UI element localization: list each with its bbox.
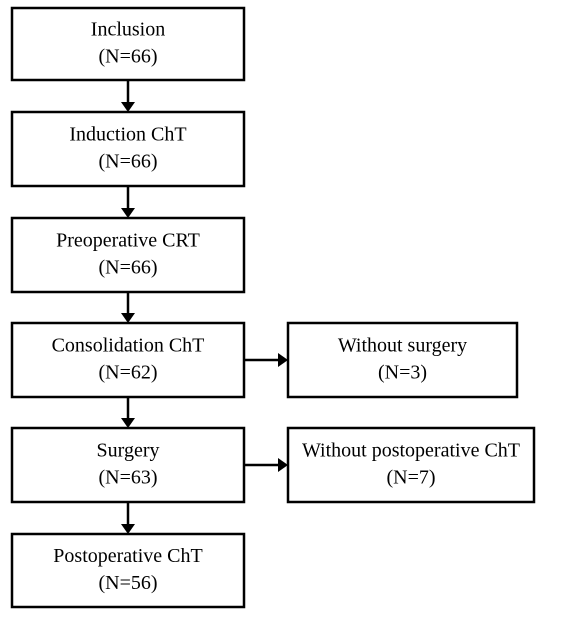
node-box xyxy=(10,6,246,82)
node-box xyxy=(10,321,246,399)
arrowhead xyxy=(121,208,135,218)
arrows xyxy=(121,80,288,534)
arrowhead xyxy=(121,313,135,323)
node-count: (N=66) xyxy=(98,46,157,68)
node-label: Surgery xyxy=(97,440,160,462)
node-label: Postoperative ChT xyxy=(53,545,202,567)
node-count: (N=62) xyxy=(98,362,157,384)
node-box xyxy=(10,216,246,294)
node-count: (N=66) xyxy=(98,257,157,279)
node-label: Inclusion xyxy=(91,19,165,41)
node-label: Without surgery xyxy=(338,335,467,357)
node-box xyxy=(10,426,246,504)
node-label: Consolidation ChT xyxy=(52,335,205,357)
node-count: (N=56) xyxy=(98,572,157,594)
node-label: Induction ChT xyxy=(69,124,186,146)
arrowhead xyxy=(278,353,288,367)
node-count: (N=3) xyxy=(378,362,427,384)
node-count: (N=66) xyxy=(98,151,157,173)
node-label: Without postoperative ChT xyxy=(302,440,520,462)
boxes: Inclusion (N=66) Induction ChT (N=66) Preope… xyxy=(10,6,536,609)
node-count: (N=63) xyxy=(98,467,157,489)
node-count: (N=7) xyxy=(386,467,435,489)
node-box xyxy=(10,532,246,609)
arrowhead xyxy=(121,102,135,112)
arrowhead xyxy=(121,418,135,428)
arrowhead xyxy=(278,458,288,472)
node-label: Preoperative CRT xyxy=(56,230,200,252)
arrowhead xyxy=(121,524,135,534)
node-box xyxy=(286,426,536,504)
node-box xyxy=(286,321,519,399)
node-box xyxy=(10,110,246,188)
